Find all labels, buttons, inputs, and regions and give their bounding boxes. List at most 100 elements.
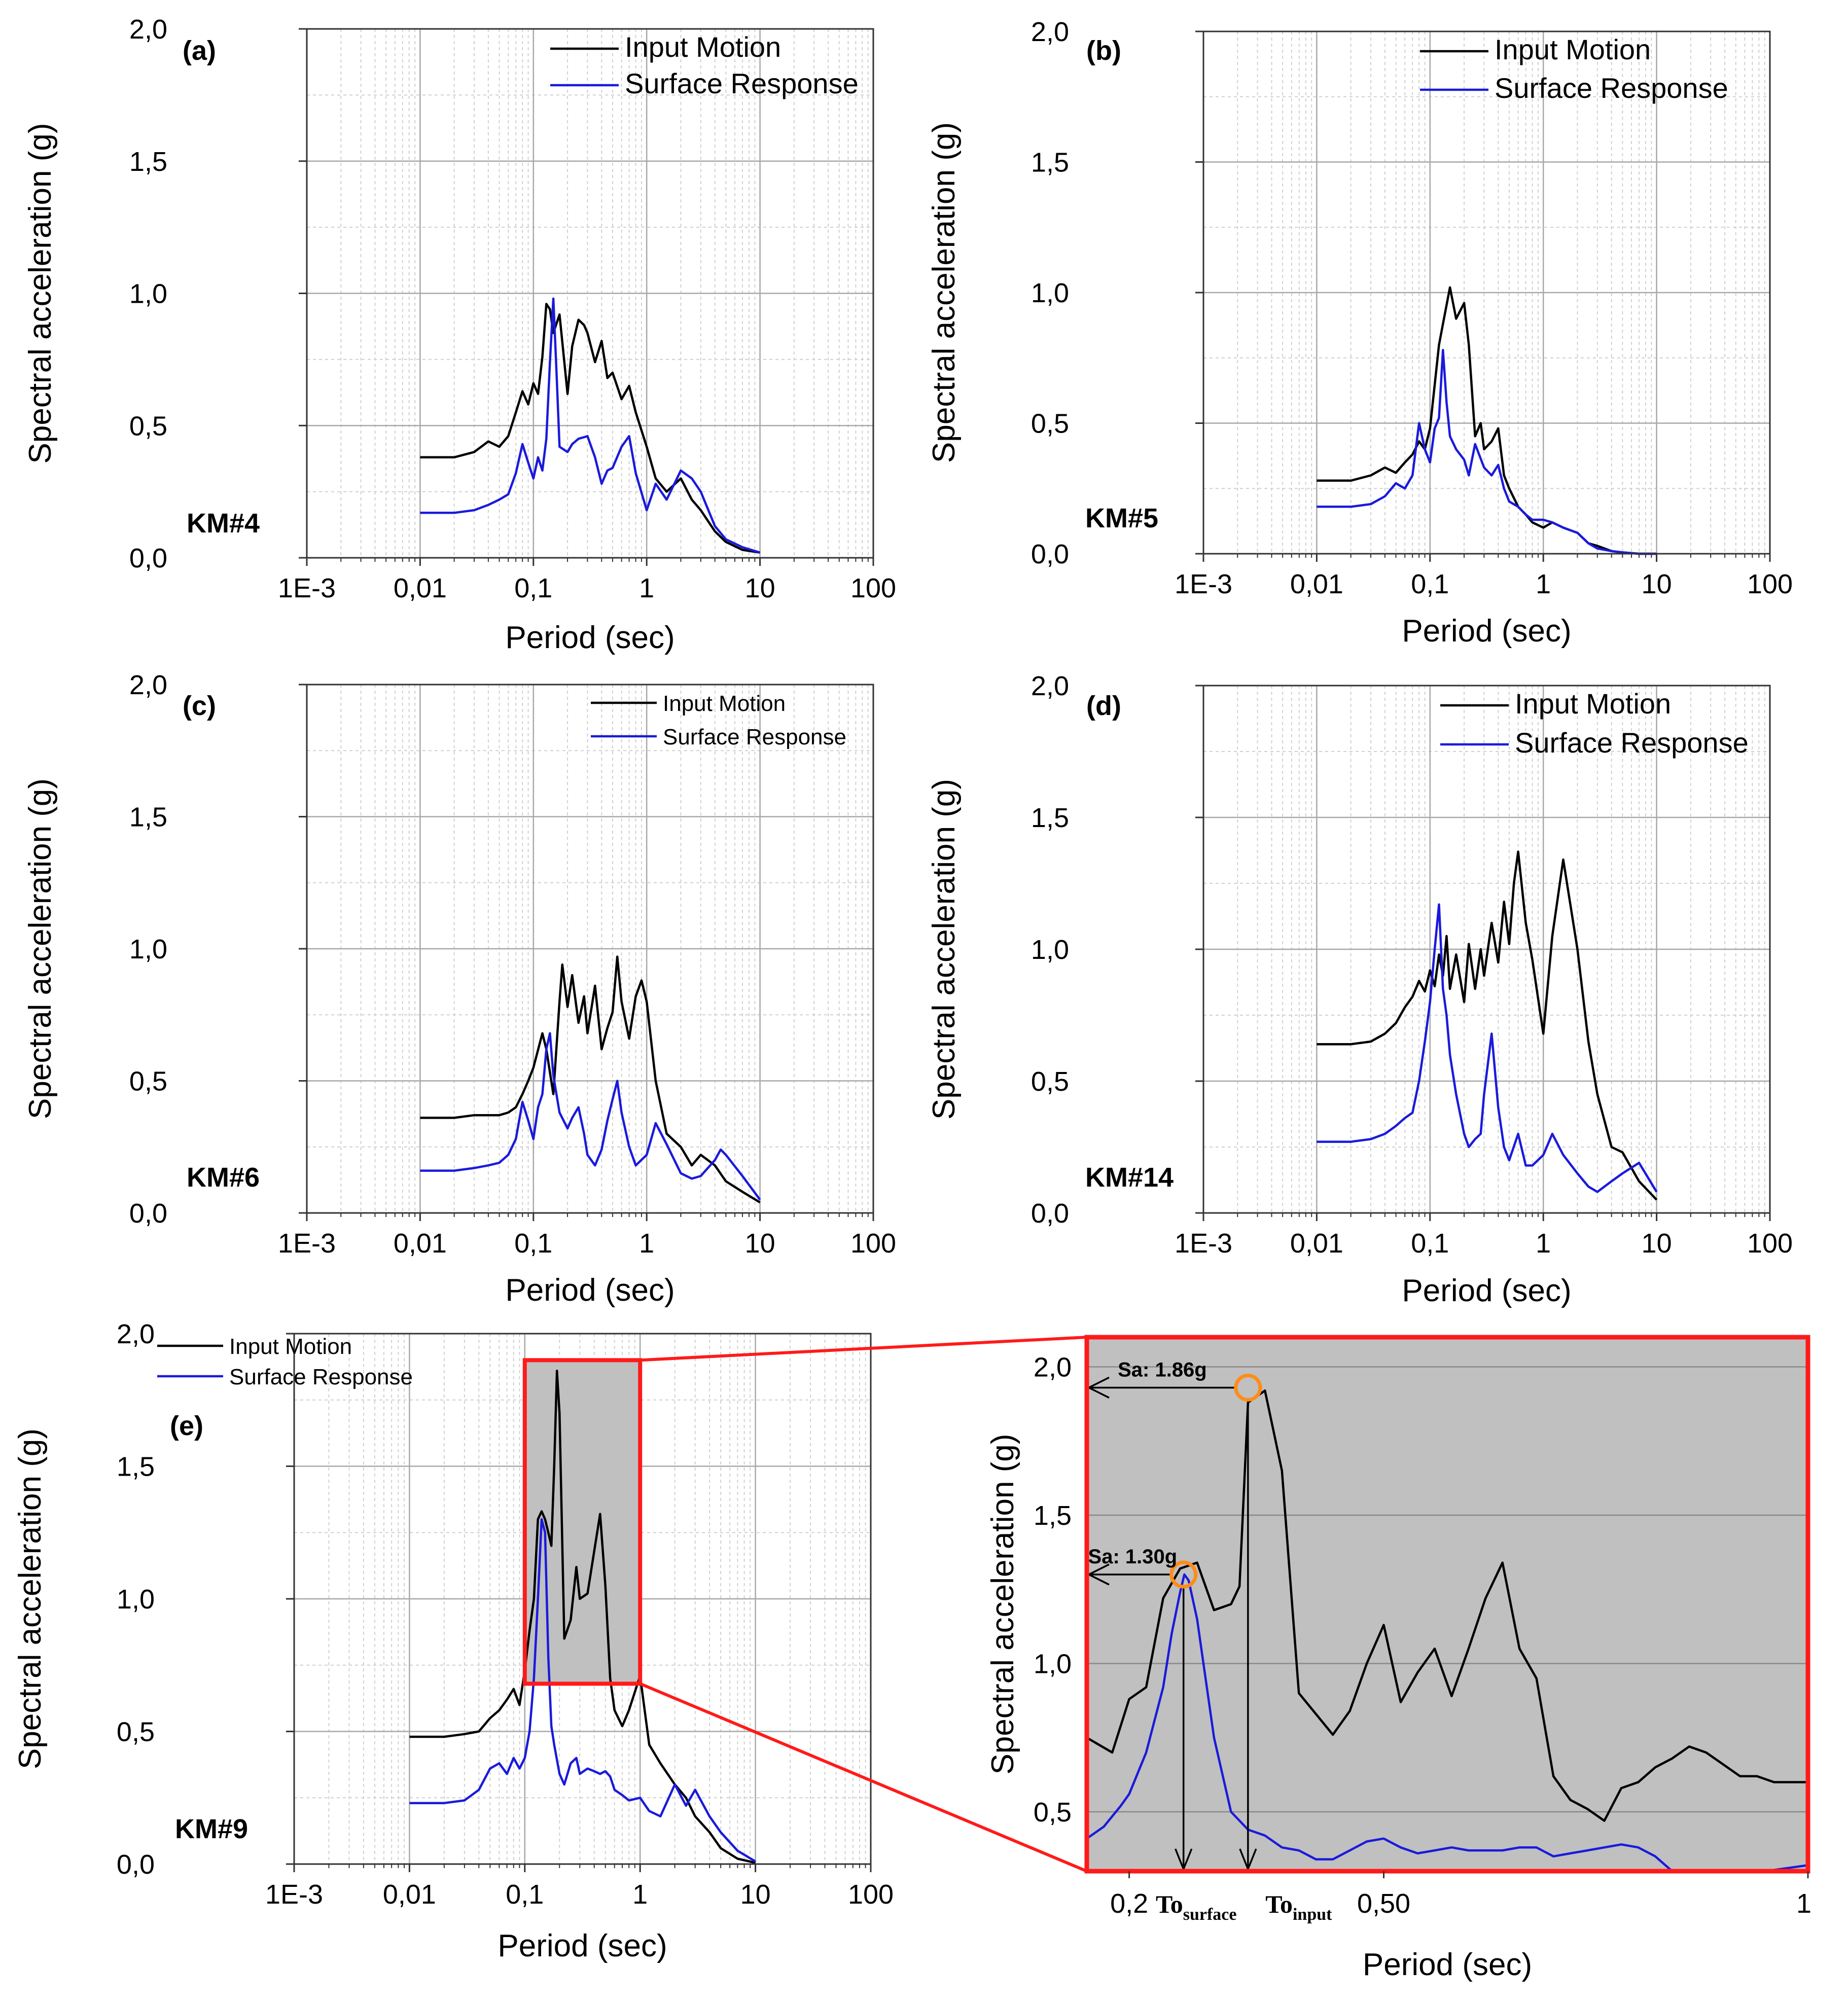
- zoom-x-tick-label: 0,2: [1110, 1888, 1148, 1919]
- y-tick-label: 2,0: [129, 670, 167, 700]
- input-motion-line-d: [1317, 852, 1656, 1200]
- to-input-label: Toinput: [1265, 1890, 1332, 1924]
- legend-entry: Surface Response: [663, 725, 846, 749]
- series-group-d: [1317, 852, 1656, 1200]
- y-tick-label: 0,5: [129, 411, 167, 441]
- panel-label: (e): [170, 1411, 203, 1441]
- x-tick-label: 1: [632, 1879, 648, 1910]
- y-tick-label: 1,5: [129, 147, 167, 177]
- y-axis-label: Spectral acceleration (g): [23, 123, 58, 464]
- surface-response-line-d: [1317, 905, 1656, 1192]
- station-label: KM#9: [175, 1814, 248, 1844]
- surface-response-line-b: [1317, 350, 1656, 554]
- x-tick-label: 100: [850, 1228, 896, 1259]
- legend-entry: Surface Response: [625, 67, 859, 99]
- y-axis-label: Spectral acceleration (g): [13, 1428, 48, 1769]
- zoom-y-axis-label: Spectral acceleration (g): [985, 1434, 1020, 1775]
- y-tick-label: 1,0: [129, 934, 167, 964]
- y-tick-label: 1,5: [129, 802, 167, 833]
- x-axis-label: Period (sec): [497, 1928, 667, 1963]
- y-tick-label: 1,0: [129, 279, 167, 309]
- zoom-x-axis-label: Period (sec): [1363, 1947, 1532, 1982]
- x-tick-label: 100: [1747, 1228, 1793, 1259]
- y-tick-label: 1,0: [1031, 935, 1069, 965]
- x-axis-label: Period (sec): [505, 620, 674, 655]
- x-tick-label: 0,01: [394, 573, 447, 603]
- x-tick-label: 100: [1747, 569, 1793, 599]
- input-motion-line-a: [420, 304, 760, 552]
- zoom-x-tick-label: 0,50: [1357, 1888, 1410, 1919]
- x-tick-label: 10: [740, 1879, 771, 1910]
- legend-b: Input Motion Surface Response: [1420, 33, 1728, 104]
- y-tick-label: 0,5: [117, 1717, 155, 1747]
- sa-surface-label: Sa: 1.30g: [1088, 1546, 1178, 1568]
- panel-b: 1E-3 0,01 0,1 1 10 100 0,0 0,5 1,0 1,5 2,0 Period (…: [927, 17, 1793, 649]
- zoom-x-tick-label: 1: [1796, 1888, 1811, 1919]
- to-main: To: [1265, 1890, 1293, 1918]
- x-tick-label: 0,1: [514, 1228, 552, 1259]
- zoom-y-tick-label: 2,0: [1034, 1352, 1072, 1383]
- to-subscript: input: [1293, 1905, 1332, 1924]
- y-tick-label: 0,5: [129, 1066, 167, 1097]
- y-tick-label: 2,0: [1031, 671, 1069, 701]
- x-tick-label: 1E-3: [1175, 1228, 1232, 1259]
- x-tick-label: 0,01: [1290, 569, 1343, 599]
- panel-label: (b): [1086, 35, 1121, 66]
- panel-c: 1E-3 0,01 0,1 1 10 100 0,0 0,5 1,0 1,5 2,0 Period (…: [23, 670, 896, 1308]
- gridlines-d: [1203, 686, 1770, 1213]
- to-main: To: [1156, 1890, 1183, 1918]
- sa-input-label: Sa: 1.86g: [1118, 1358, 1207, 1381]
- panel-label: (c): [183, 691, 216, 721]
- x-tick-label: 100: [850, 573, 896, 603]
- x-axis-label: Period (sec): [1402, 1273, 1571, 1308]
- y-tick-label: 0,0: [129, 1198, 167, 1229]
- y-tick-label: 1,5: [1031, 148, 1069, 178]
- figure-canvas: 1E-3 0,01 0,1 1 10 1000,00,51,01,52,0Period (…: [0, 0, 1848, 2003]
- x-tick-label: 0,01: [1290, 1228, 1343, 1259]
- zoom-y-tick-label: 0,5: [1034, 1797, 1072, 1828]
- legend-entry: Input Motion: [1495, 33, 1651, 65]
- to-subscript: surface: [1183, 1905, 1237, 1924]
- legend-entry: Surface Response: [1515, 727, 1749, 759]
- x-axis-label: Period (sec): [505, 1273, 674, 1308]
- legend-entry: Surface Response: [229, 1365, 413, 1389]
- y-tick-label: 1,5: [117, 1452, 155, 1482]
- legend-entry: Surface Response: [1495, 72, 1728, 104]
- y-axis-label: Spectral acceleration (g): [23, 778, 58, 1119]
- legend-d: Input Motion Surface Response: [1440, 688, 1749, 759]
- legend-entry: Input Motion: [663, 691, 786, 716]
- gridlines-a: [307, 29, 873, 558]
- station-label: KM#14: [1085, 1162, 1174, 1193]
- y-tick-label: 0,0: [129, 543, 167, 574]
- zoom-y-tick-label: 1,5: [1034, 1500, 1072, 1531]
- gridlines-c: [307, 685, 873, 1213]
- x-tick-label: 10: [1642, 569, 1672, 599]
- panel-label: (d): [1086, 691, 1121, 721]
- x-tick-label: 0,1: [506, 1879, 544, 1910]
- station-label: KM#6: [187, 1162, 260, 1193]
- x-tick-label: 1: [639, 1228, 654, 1259]
- input-motion-line-b: [1317, 288, 1656, 554]
- legend-entry: Input Motion: [1515, 688, 1671, 720]
- x-axis-label: Period (sec): [1402, 614, 1571, 649]
- series-group-b: [1317, 288, 1656, 554]
- x-tick-label: 0,01: [383, 1879, 436, 1910]
- x-tick-label: 1E-3: [265, 1879, 323, 1910]
- x-tick-label: 1E-3: [278, 1228, 336, 1259]
- x-tick-label: 10: [745, 573, 775, 603]
- legend-a: Input Motion Surface Response: [550, 31, 859, 99]
- gridlines-b: [1203, 31, 1770, 554]
- panel-e: 1E-3 0,01 0,1 1 10 1000,00,51,01,52,0Period (…: [13, 1319, 894, 1963]
- x-tick-label: 0,1: [1411, 1228, 1449, 1259]
- panel-d: 1E-3 0,01 0,1 1 10 100 0,0 0,5 1,0 1,5 2,0 Period (…: [927, 671, 1793, 1308]
- x-tick-label: 1: [639, 573, 654, 603]
- x-tick-label: 1E-3: [278, 573, 336, 603]
- x-tick-label: 10: [1642, 1228, 1672, 1259]
- y-tick-label: 0,5: [1031, 1066, 1069, 1097]
- y-tick-label: 1,5: [1031, 803, 1069, 833]
- legend-entry: Input Motion: [229, 1334, 352, 1359]
- station-label: KM#4: [187, 508, 260, 539]
- x-tick-label: 0,1: [1411, 569, 1449, 599]
- panel-label: (a): [183, 35, 216, 66]
- y-axis-label: Spectral acceleration (g): [927, 779, 962, 1120]
